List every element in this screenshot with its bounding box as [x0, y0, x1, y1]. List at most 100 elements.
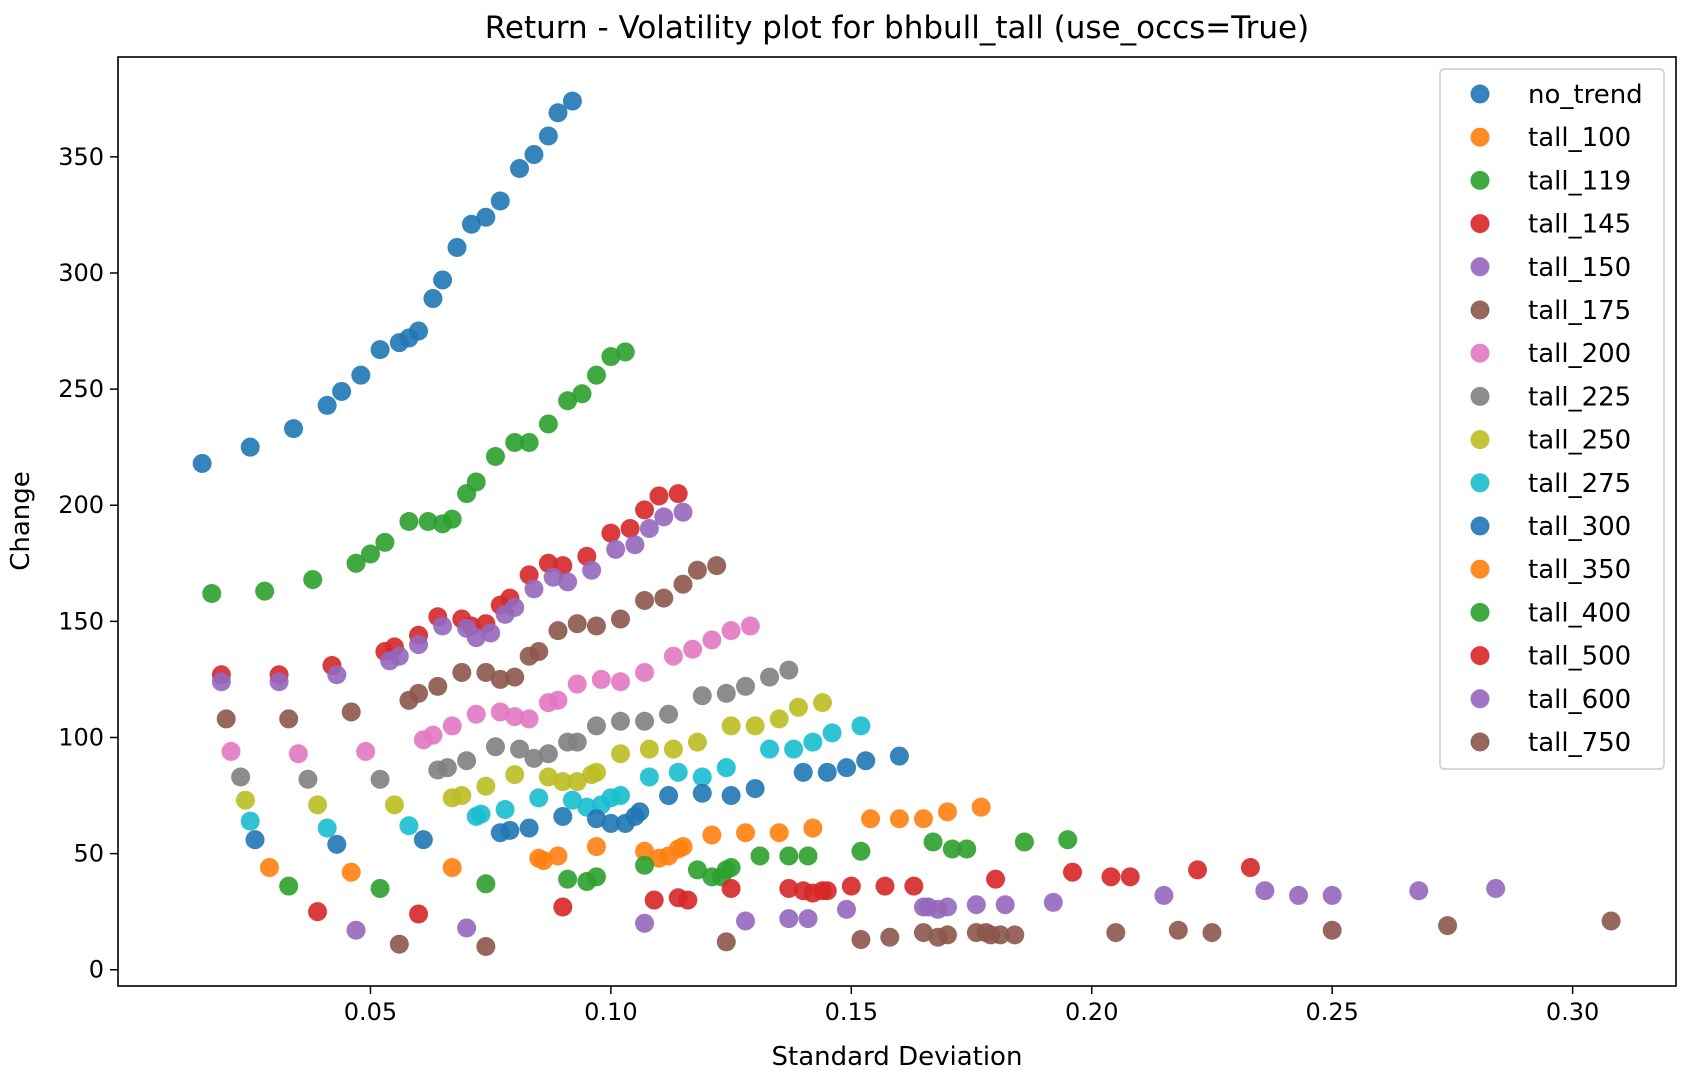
- data-point: [1289, 885, 1309, 905]
- data-point: [505, 597, 525, 617]
- data-point: [211, 672, 231, 692]
- data-point: [635, 855, 655, 875]
- data-point: [745, 779, 765, 799]
- x-axis: 0.05 0.10 0.15 0.20 0.25 0.30: [344, 986, 1599, 1026]
- data-point: [875, 876, 895, 896]
- data-point: [635, 590, 655, 610]
- data-point: [505, 433, 525, 453]
- data-point: [1120, 867, 1140, 887]
- data-point: [1106, 923, 1126, 943]
- data-point: [375, 532, 395, 552]
- data-point: [442, 509, 462, 529]
- data-point: [452, 662, 472, 682]
- data-point: [889, 746, 909, 766]
- data-point: [639, 518, 659, 538]
- legend-marker: [1470, 516, 1490, 536]
- data-point: [1168, 920, 1188, 940]
- data-point: [538, 744, 558, 764]
- data-point: [370, 769, 390, 789]
- data-point: [904, 876, 924, 896]
- data-point: [346, 553, 366, 573]
- data-point: [466, 704, 486, 724]
- legend-marker: [1470, 257, 1490, 277]
- data-point: [817, 881, 837, 901]
- data-point: [216, 709, 236, 729]
- data-point: [298, 769, 318, 789]
- data-point: [707, 556, 727, 576]
- data-point: [461, 214, 481, 234]
- data-point: [620, 518, 640, 538]
- data-point: [1154, 885, 1174, 905]
- x-tick-label: 0.20: [1065, 998, 1118, 1026]
- data-point: [601, 813, 621, 833]
- legend-label: tall_275: [1528, 469, 1631, 499]
- data-point: [635, 913, 655, 933]
- x-tick-label: 0.10: [584, 998, 637, 1026]
- data-point: [413, 830, 433, 850]
- data-point: [360, 544, 380, 564]
- data-point: [692, 783, 712, 803]
- x-axis-label: Standard Deviation: [772, 1042, 1023, 1072]
- data-point: [259, 858, 279, 878]
- data-point: [803, 818, 823, 838]
- legend-label: tall_500: [1528, 642, 1631, 672]
- data-point: [529, 788, 549, 808]
- data-point: [519, 709, 539, 729]
- chart-title: Return - Volatility plot for bhbull_tall…: [485, 10, 1309, 46]
- data-point: [457, 751, 477, 771]
- data-point: [433, 616, 453, 636]
- data-point: [1014, 832, 1034, 852]
- data-point: [452, 786, 472, 806]
- legend-label: tall_100: [1528, 123, 1631, 153]
- data-point: [308, 902, 328, 922]
- data-point: [303, 570, 323, 590]
- data-point: [649, 486, 669, 506]
- data-point: [841, 876, 861, 896]
- data-point: [745, 716, 765, 736]
- data-point: [913, 923, 933, 943]
- data-point: [586, 809, 606, 829]
- data-point: [615, 342, 635, 362]
- legend-label: tall_350: [1528, 555, 1631, 585]
- data-point: [572, 384, 592, 404]
- data-point: [683, 639, 703, 659]
- data-point: [913, 809, 933, 829]
- data-point: [500, 820, 520, 840]
- data-point: [269, 672, 289, 692]
- data-point: [606, 539, 626, 559]
- data-point: [1322, 920, 1342, 940]
- legend-marker: [1470, 386, 1490, 406]
- legend-marker: [1470, 646, 1490, 666]
- data-point: [548, 846, 568, 866]
- data-point: [481, 623, 501, 643]
- legend-marker: [1470, 300, 1490, 320]
- data-point: [567, 732, 587, 752]
- data-point: [721, 621, 741, 641]
- legend-label: tall_175: [1528, 296, 1631, 326]
- data-point: [1255, 881, 1275, 901]
- data-point: [510, 158, 530, 178]
- data-point: [562, 91, 582, 111]
- plot-area: [117, 56, 1677, 987]
- data-point: [586, 716, 606, 736]
- data-point: [702, 825, 722, 845]
- data-point: [673, 574, 693, 594]
- data-point: [635, 841, 655, 861]
- data-point: [423, 725, 443, 745]
- data-point: [716, 932, 736, 952]
- data-point: [687, 560, 707, 580]
- data-point: [409, 321, 429, 341]
- data-point: [692, 767, 712, 787]
- data-point: [466, 628, 486, 648]
- data-point: [721, 786, 741, 806]
- data-point: [856, 751, 876, 771]
- data-point: [457, 918, 477, 938]
- data-point: [538, 767, 558, 787]
- data-point: [663, 646, 683, 666]
- data-point: [586, 762, 606, 782]
- data-point: [817, 762, 837, 782]
- data-point: [740, 616, 760, 636]
- data-point: [490, 191, 510, 211]
- data-point: [630, 802, 650, 822]
- data-point: [538, 126, 558, 146]
